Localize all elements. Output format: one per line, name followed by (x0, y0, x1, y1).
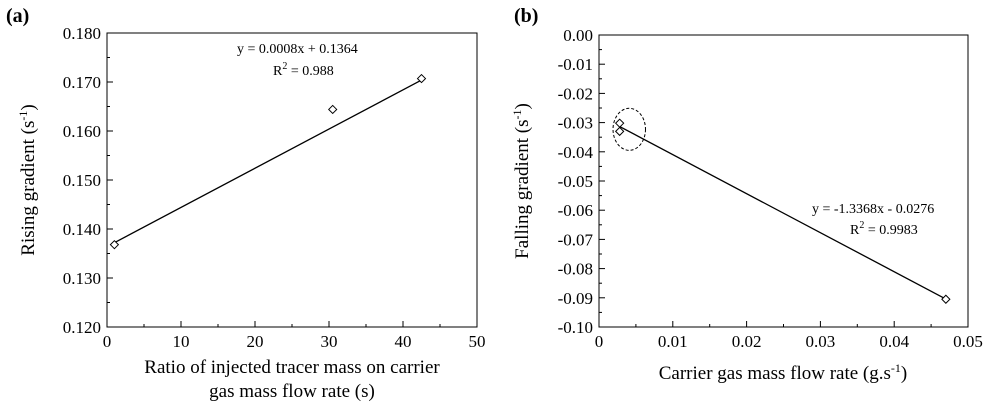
y-tick-label: 0.180 (63, 24, 101, 43)
panel-a-x-axis-title-line-2: gas mass flow rate (s) (209, 381, 375, 402)
panel-a-x-axis-title-line-1: Ratio of injected tracer mass on carrier (144, 357, 440, 378)
y-tick-label: 0.00 (563, 26, 593, 45)
y-tick-label: 0.130 (63, 269, 101, 288)
x-tick-label: 0 (595, 332, 604, 351)
x-tick-label: 20 (247, 332, 264, 351)
x-tick-label: 0.01 (658, 332, 688, 351)
y-tick-label: -0.03 (558, 114, 593, 133)
x-tick-label: 30 (321, 332, 338, 351)
panel-a-points (109, 73, 427, 250)
y-tick-label: -0.05 (558, 172, 593, 191)
y-tick-label: -0.01 (558, 55, 593, 74)
panel-b-frame (598, 34, 969, 328)
panel-b: (b) 0 0.01 0.02 0.03 0.04 0.05 0.00 -0.01 -0.02… (510, 5, 983, 384)
panel-b-x-ticks: 0 0.01 0.02 0.03 0.04 0.05 (595, 321, 983, 351)
dashed-ellipse-annotation (612, 107, 646, 151)
panel-a-label: (a) (6, 5, 29, 27)
x-tick-label: 40 (395, 332, 412, 351)
regression-line (619, 125, 947, 300)
panel-b-label: (b) (514, 5, 538, 27)
panel-b-points (614, 118, 951, 304)
data-point-diamond (614, 118, 625, 128)
panel-a-x-ticks: 0 10 20 30 40 50 (103, 321, 486, 351)
panel-a-fit-line (114, 79, 422, 244)
x-tick-label: 0 (103, 332, 112, 351)
data-point-diamond (416, 73, 427, 84)
y-tick-label: -0.10 (558, 318, 593, 337)
x-tick-label: 10 (173, 332, 190, 351)
y-tick-label: -0.06 (558, 201, 593, 220)
y-tick-label: -0.08 (558, 260, 593, 279)
y-tick-label: -0.04 (558, 143, 594, 162)
panel-b-y-ticks: 0.00 -0.01 -0.02 -0.03 -0.04 -0.05 -0.06 -0.07 -… (558, 26, 605, 337)
data-point-diamond (327, 104, 338, 115)
panel-b-annotation (612, 107, 646, 151)
panel-a-y-ticks: 0.120 0.130 0.140 0.150 0.160 0.170 0.180 (63, 24, 113, 337)
panel-b-fit-line (619, 125, 947, 300)
x-tick-label: 50 (469, 332, 486, 351)
panel-b-x-axis-title: Carrier gas mass flow rate (g.s-1) (659, 361, 907, 384)
panel-a: (a) 0 10 20 30 40 50 0.120 0.130 0.140 0.150 0.16… (6, 5, 486, 402)
y-tick-label: 0.140 (63, 220, 101, 239)
x-tick-label: 0.05 (953, 332, 983, 351)
x-tick-label: 0.02 (732, 332, 762, 351)
y-tick-label: 0.150 (63, 171, 101, 190)
y-tick-label: -0.02 (558, 84, 593, 103)
x-tick-label: 0.03 (806, 332, 836, 351)
y-tick-label: -0.09 (558, 289, 593, 308)
data-point-diamond (109, 239, 120, 250)
panel-a-r2: R2 = 0.988 (273, 61, 334, 79)
panel-a-y-axis-title: Rising gradient (s-1) (16, 104, 39, 255)
data-point-diamond (614, 126, 625, 137)
y-tick-label: -0.07 (558, 230, 594, 249)
y-tick-label: 0.170 (63, 73, 101, 92)
panel-b-equation: y = -1.3368x - 0.0276 (812, 202, 934, 217)
regression-line (114, 79, 422, 244)
data-point-diamond (941, 294, 951, 304)
panel-b-r2: R2 = 0.9983 (850, 220, 918, 238)
y-tick-label: 0.160 (63, 122, 101, 141)
y-tick-label: 0.120 (63, 318, 101, 337)
x-tick-label: 0.04 (879, 332, 909, 351)
panel-b-y-axis-title: Falling gradient (s-1) (510, 103, 533, 259)
panel-a-equation: y = 0.0008x + 0.1364 (237, 42, 358, 57)
